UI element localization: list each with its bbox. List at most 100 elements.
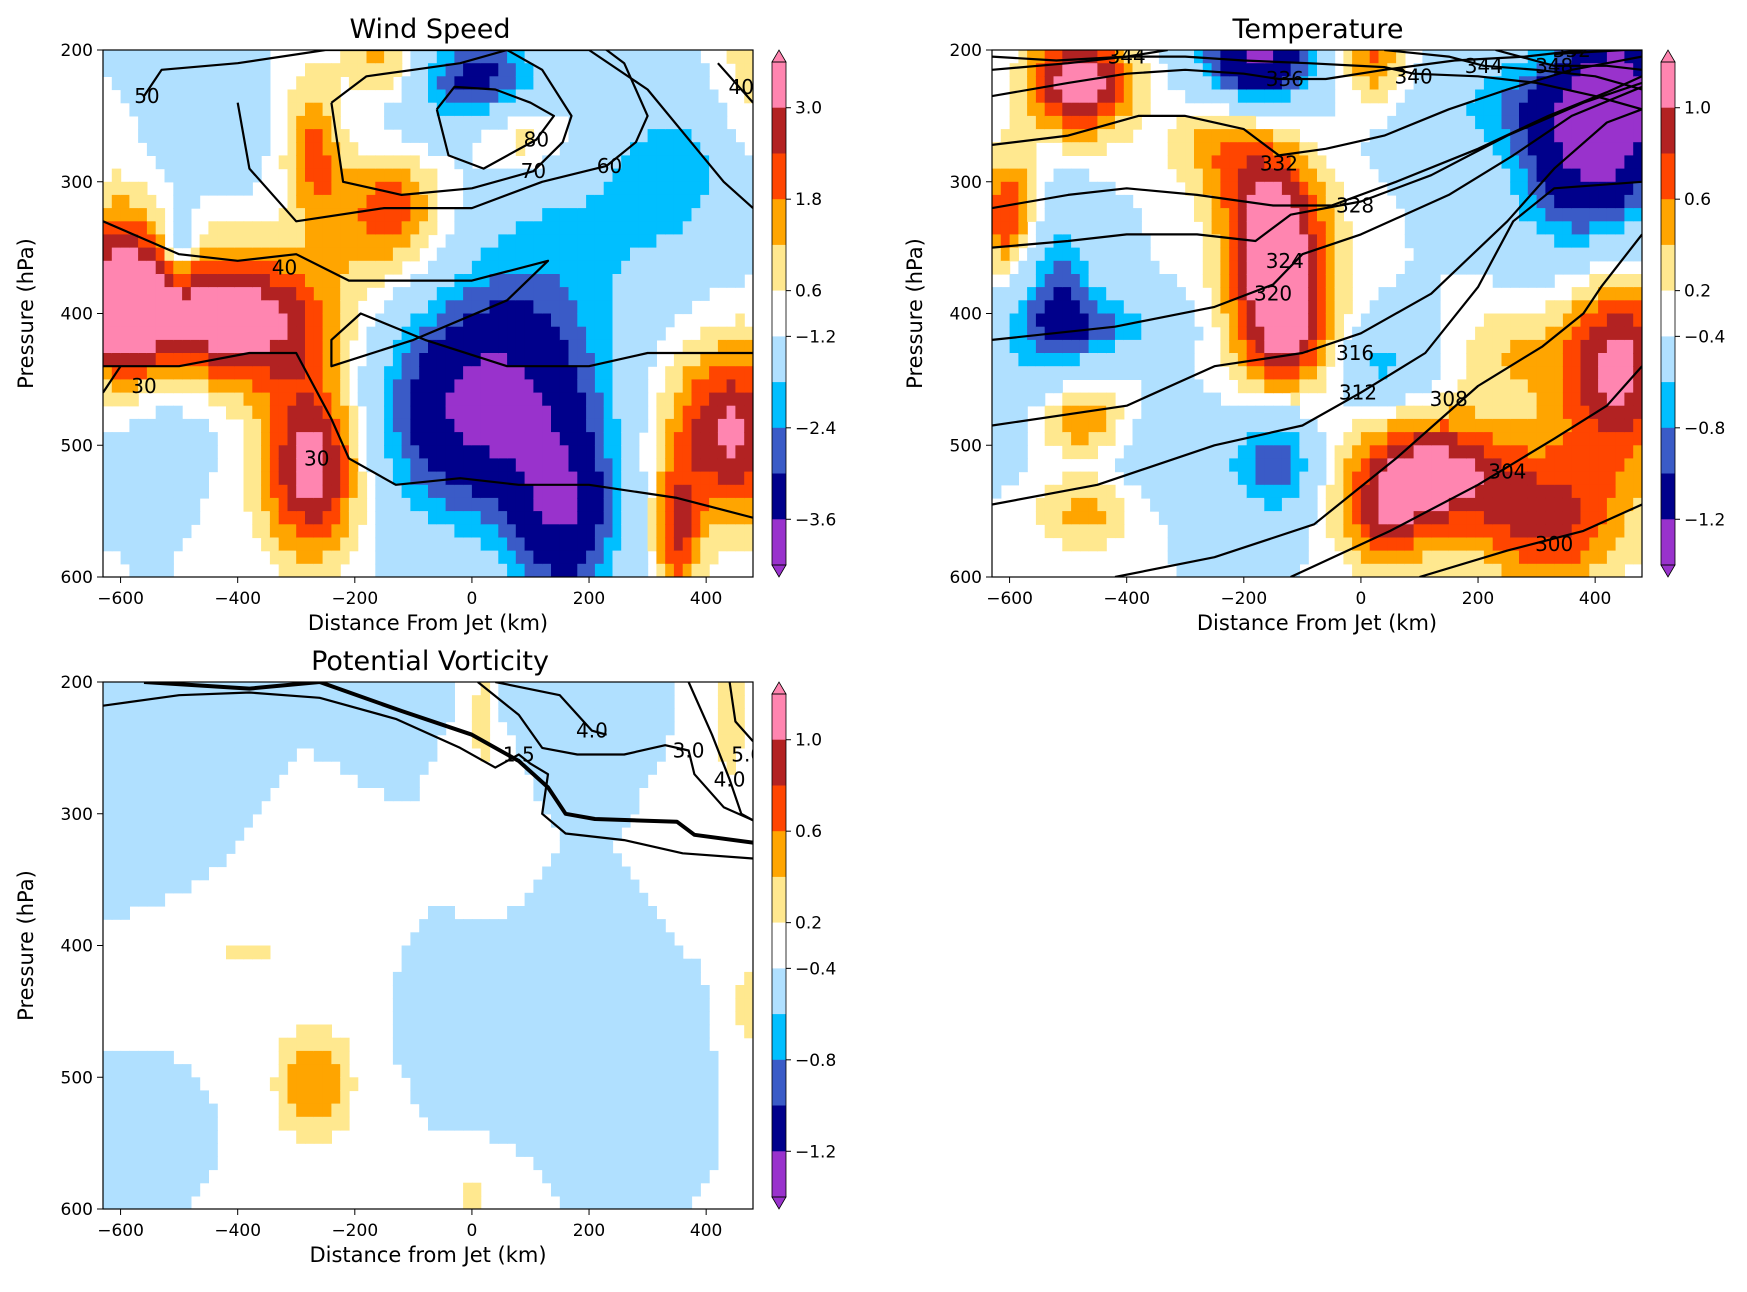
anomaly-cell	[323, 300, 332, 314]
anomaly-cell	[1054, 208, 1063, 222]
anomaly-cell	[1229, 248, 1238, 262]
anomaly-cell	[1598, 142, 1607, 156]
anomaly-cell	[1607, 485, 1616, 499]
anomaly-cell	[1001, 208, 1010, 222]
anomaly-cell	[1545, 419, 1554, 433]
anomaly-cell	[252, 274, 261, 288]
anomaly-cell	[665, 287, 674, 301]
x-tick-label: −400	[214, 589, 261, 609]
anomaly-cell	[112, 538, 121, 552]
anomaly-cell	[1018, 142, 1027, 156]
anomaly-cell	[393, 234, 402, 248]
anomaly-cell	[200, 458, 209, 472]
anomaly-cell	[727, 195, 736, 209]
anomaly-cell	[182, 221, 191, 235]
anomaly-cell	[1431, 511, 1440, 525]
anomaly-cell	[217, 314, 226, 328]
anomaly-cell	[173, 498, 182, 512]
anomaly-cell	[1361, 90, 1370, 104]
anomaly-cell	[1054, 379, 1063, 393]
anomaly-cell	[1519, 234, 1528, 248]
anomaly-cell	[577, 406, 586, 420]
anomaly-cell	[683, 116, 692, 130]
anomaly-cell	[1379, 155, 1388, 169]
anomaly-cell	[165, 406, 174, 420]
anomaly-cell	[1106, 524, 1115, 538]
anomaly-cell	[1616, 300, 1625, 314]
anomaly-cell	[393, 314, 402, 328]
anomaly-cell	[665, 155, 674, 169]
anomaly-cell	[156, 353, 165, 367]
anomaly-cell	[1264, 353, 1273, 367]
anomaly-cell	[1422, 208, 1431, 222]
anomaly-cell	[1097, 182, 1106, 196]
anomaly-cell	[244, 366, 253, 380]
anomaly-cell	[700, 366, 709, 380]
anomaly-cell	[1299, 169, 1308, 183]
anomaly-cell	[1589, 208, 1598, 222]
anomaly-cell	[112, 169, 121, 183]
anomaly-cell	[367, 327, 376, 341]
anomaly-cell	[1387, 300, 1396, 314]
anomaly-cell	[656, 314, 665, 328]
anomaly-cell	[340, 300, 349, 314]
anomaly-cell	[595, 221, 604, 235]
anomaly-cell	[1203, 498, 1212, 512]
anomaly-cell	[1545, 445, 1554, 459]
anomaly-cell	[1133, 261, 1142, 275]
anomaly-cell	[613, 182, 622, 196]
anomaly-cell	[165, 129, 174, 143]
anomaly-cell	[595, 327, 604, 341]
anomaly-cell	[437, 366, 446, 380]
anomaly-cell	[437, 393, 446, 407]
anomaly-cell	[446, 393, 455, 407]
anomaly-cell	[1510, 340, 1519, 354]
anomaly-cell	[340, 524, 349, 538]
anomaly-cell	[1308, 379, 1317, 393]
anomaly-cell	[156, 419, 165, 433]
anomaly-cell	[358, 366, 367, 380]
anomaly-cell	[569, 432, 578, 446]
anomaly-cell	[1563, 182, 1572, 196]
anomaly-cell	[1282, 221, 1291, 235]
anomaly-cell	[173, 524, 182, 538]
anomaly-cell	[692, 419, 701, 433]
anomaly-cell	[244, 76, 253, 90]
anomaly-cell	[533, 195, 542, 209]
anomaly-cell	[630, 406, 639, 420]
anomaly-cell	[507, 366, 516, 380]
anomaly-cell	[358, 379, 367, 393]
anomaly-cell	[639, 472, 648, 486]
anomaly-cell	[665, 221, 674, 235]
anomaly-cell	[1229, 274, 1238, 288]
anomaly-cell	[613, 498, 622, 512]
colorbar-tick-label: 0.6	[795, 282, 822, 302]
anomaly-cell	[173, 261, 182, 275]
anomaly-cell	[1247, 445, 1256, 459]
anomaly-cell	[472, 366, 481, 380]
anomaly-cell	[235, 234, 244, 248]
anomaly-cell	[1203, 248, 1212, 262]
anomaly-cell	[577, 314, 586, 328]
anomaly-cell	[402, 221, 411, 235]
anomaly-cell	[639, 221, 648, 235]
anomaly-cell	[551, 50, 560, 64]
anomaly-cell	[121, 511, 130, 525]
anomaly-cell	[288, 300, 297, 314]
anomaly-cell	[446, 353, 455, 367]
anomaly-cell	[1493, 445, 1502, 459]
anomaly-cell	[1168, 445, 1177, 459]
anomaly-cell	[428, 169, 437, 183]
anomaly-cell	[1317, 221, 1326, 235]
anomaly-cell	[1405, 366, 1414, 380]
anomaly-cell	[1062, 103, 1071, 117]
anomaly-cell	[138, 208, 147, 222]
anomaly-cell	[1616, 432, 1625, 446]
anomaly-cell	[103, 300, 112, 314]
anomaly-cell	[1519, 393, 1528, 407]
anomaly-cell	[560, 419, 569, 433]
anomaly-cell	[1361, 564, 1370, 578]
anomaly-cell	[437, 485, 446, 499]
anomaly-cell	[296, 551, 305, 565]
anomaly-cell	[595, 116, 604, 130]
